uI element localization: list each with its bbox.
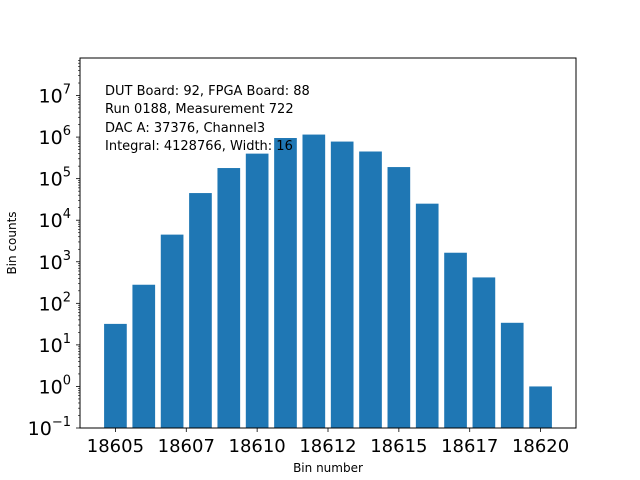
x-tick-label: 18617 <box>441 436 498 457</box>
y-axis-label: Bin counts <box>5 211 19 274</box>
bars-group <box>104 134 552 428</box>
x-tick-label: 18615 <box>370 436 427 457</box>
bar <box>104 323 127 428</box>
bar <box>387 167 411 428</box>
bar <box>444 252 467 428</box>
y-tick-label: 102 <box>39 290 71 315</box>
x-axis-label: Bin number <box>293 461 363 475</box>
y-tick-label: 10−1 <box>28 415 71 440</box>
x-tick-label: 18607 <box>158 436 215 457</box>
bar <box>132 284 156 428</box>
bar <box>500 322 524 428</box>
bar <box>302 134 326 428</box>
annotation-line: DUT Board: 92, FPGA Board: 88 <box>105 84 310 99</box>
y-tick-label: 101 <box>39 332 71 357</box>
x-tick-label: 18612 <box>299 436 356 457</box>
y-tick-label: 103 <box>39 249 71 274</box>
annotation-line: Run 0188, Measurement 722 <box>105 102 294 117</box>
bar <box>245 153 269 428</box>
bar <box>472 277 496 428</box>
y-tick-label: 107 <box>39 83 71 108</box>
x-tick-label: 18605 <box>87 436 144 457</box>
y-tick-label: 105 <box>39 166 71 191</box>
y-tick-label: 100 <box>39 373 71 398</box>
x-axis-ticks: 18605 18607 18610 18612 18615 18617 18620 <box>87 428 569 457</box>
bar <box>359 151 382 428</box>
y-tick-label: 104 <box>39 207 71 232</box>
plot-frame <box>79 57 577 429</box>
bar <box>415 203 439 428</box>
bar <box>330 141 354 428</box>
bar <box>217 168 241 428</box>
x-tick-label: 18620 <box>512 436 569 457</box>
annotation-line: Integral: 4128766, Width: 16 <box>105 139 293 154</box>
bar <box>529 386 552 428</box>
y-tick-label: 106 <box>39 124 71 149</box>
x-tick-label: 18610 <box>229 436 286 457</box>
annotation-box: DUT Board: 92, FPGA Board: 88 Run 0188, … <box>105 84 310 154</box>
y-axis-ticks: 10−1 100 101 102 103 104 105 106 107 <box>28 60 80 440</box>
bar <box>189 193 212 428</box>
bar <box>160 234 184 428</box>
annotation-line: DAC A: 37376, Channel3 <box>105 121 265 136</box>
bar <box>274 138 297 428</box>
